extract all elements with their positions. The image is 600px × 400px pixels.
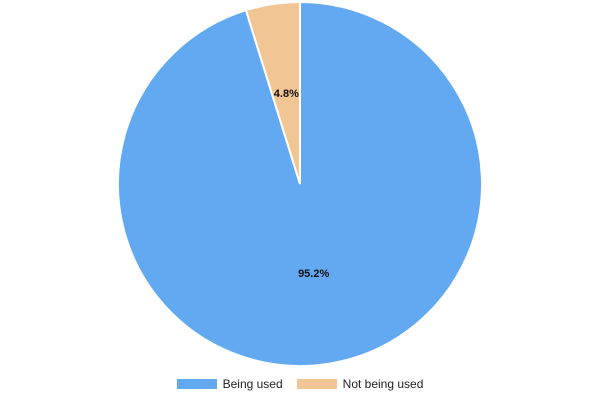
chart-legend: Being used Not being used — [0, 374, 600, 394]
legend-item-being-used[interactable]: Being used — [176, 377, 283, 391]
legend-item-not-being-used[interactable]: Not being used — [296, 377, 424, 391]
pie-slice-label-not-being-used: 4.8% — [274, 88, 299, 100]
legend-swatch-not-being-used — [296, 379, 337, 389]
legend-label-being-used: Being used — [222, 377, 283, 391]
pie-slice-not-being-used[interactable] — [244, 0, 301, 185]
pie-slice-labels: 95.2% 4.8% — [274, 88, 330, 280]
pie-slices — [117, 0, 483, 367]
legend-swatch-being-used — [176, 379, 217, 389]
legend-label-not-being-used: Not being used — [342, 377, 424, 391]
pie-slice-label-being-used: 95.2% — [298, 268, 329, 280]
